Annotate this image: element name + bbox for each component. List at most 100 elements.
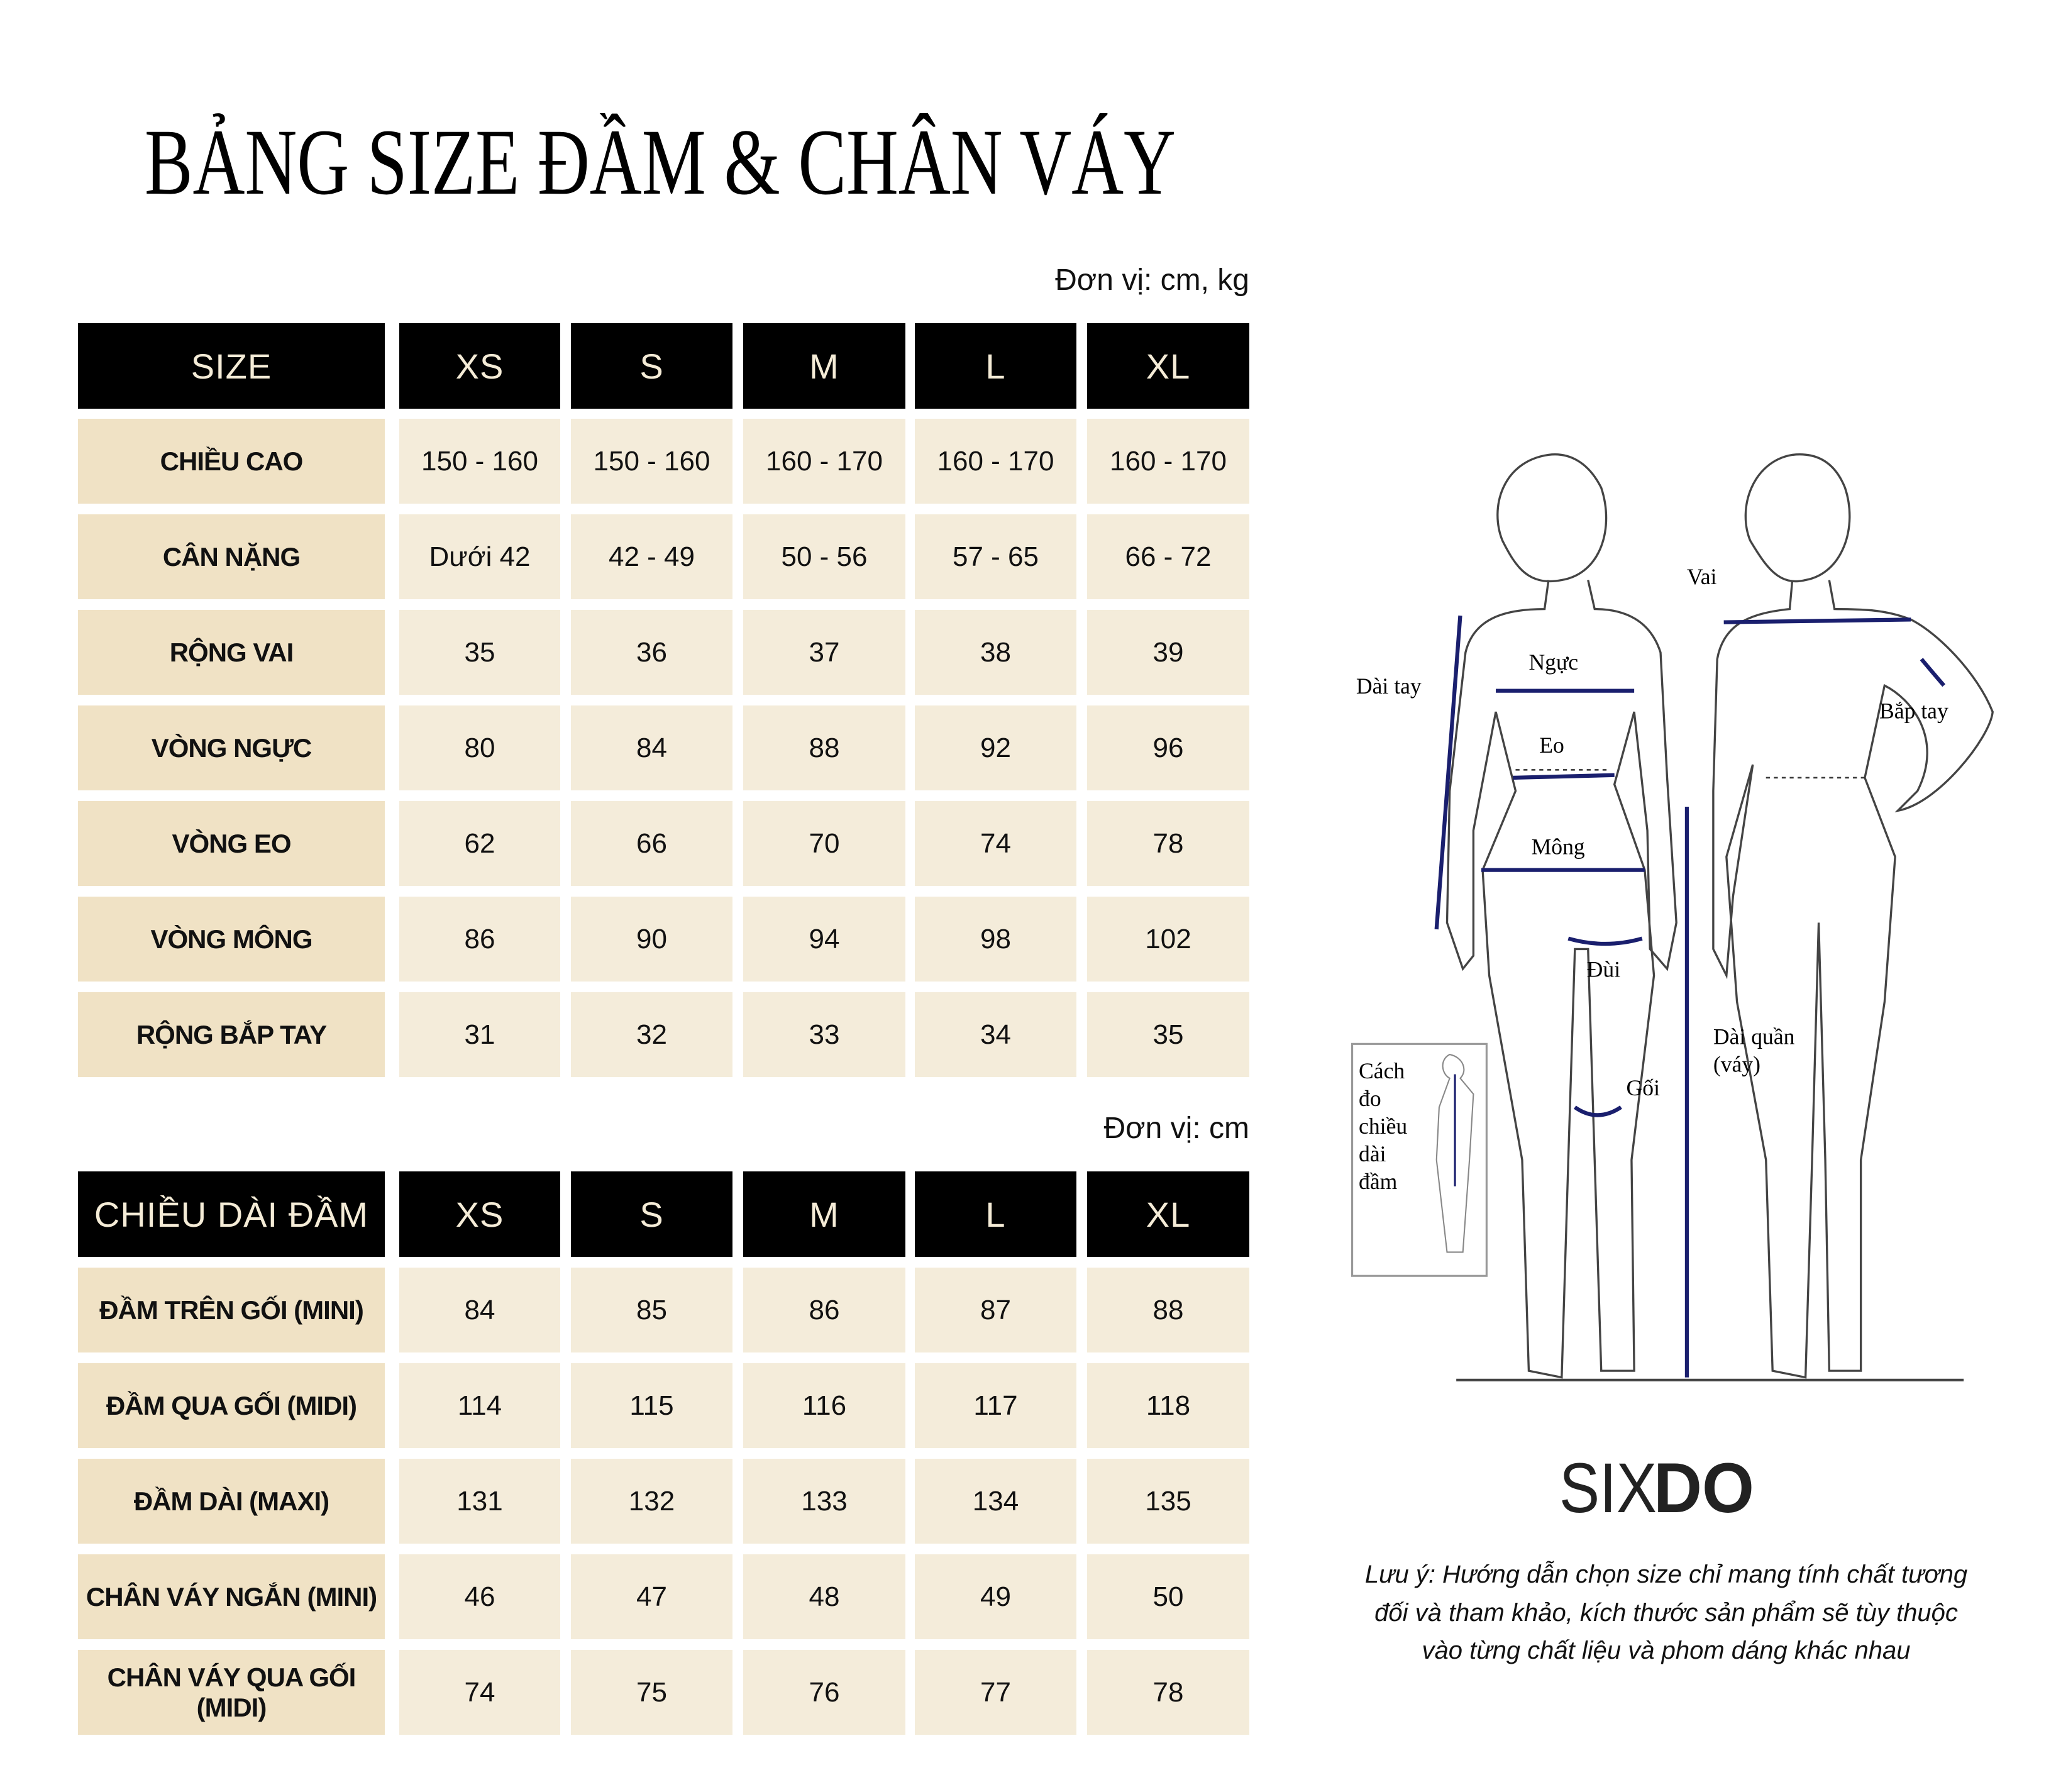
- table-cell: 49: [915, 1554, 1076, 1639]
- header-label: SIZE: [78, 323, 385, 409]
- header-size-s: S: [571, 323, 732, 409]
- sixdo-logo: SIX DO: [1559, 1452, 1754, 1522]
- table-cell: 160 - 170: [1087, 419, 1249, 504]
- row-label: RỘNG VAI: [78, 610, 385, 695]
- note-line-1: Lưu ý: Hướng dẫn chọn size chỉ mang tính…: [1364, 1561, 1968, 1588]
- table-cell: 84: [571, 705, 732, 790]
- table-cell: 118: [1087, 1363, 1249, 1448]
- table-cell: 160 - 170: [915, 419, 1076, 504]
- table-cell: 57 - 65: [915, 514, 1076, 599]
- measurement-lines: [1434, 615, 1946, 1378]
- table-cell: 134: [915, 1459, 1076, 1544]
- table-cell: 74: [915, 801, 1076, 886]
- row-label: CHIỀU CAO: [78, 419, 385, 504]
- row-label: RỘNG BẮP TAY: [78, 992, 385, 1077]
- table-cell: 85: [571, 1268, 732, 1352]
- label-dui: Đùi: [1587, 956, 1621, 982]
- table-cell: 75: [571, 1650, 732, 1735]
- table-cell: 150 - 160: [399, 419, 560, 504]
- label-eo: Eo: [1539, 733, 1564, 758]
- header-size-l: L: [915, 323, 1076, 409]
- table-cell: 80: [399, 705, 560, 790]
- table-cell: 66 - 72: [1087, 514, 1249, 599]
- header-size-m: M: [743, 1171, 905, 1257]
- table-cell: 66: [571, 801, 732, 886]
- table-cell: 160 - 170: [743, 419, 905, 504]
- table-cell: 50: [1087, 1554, 1249, 1639]
- row-label: CHÂN VÁY QUA GỐI (MIDI): [78, 1650, 385, 1735]
- unit-label-1: Đơn vị: cm, kg: [1055, 263, 1249, 297]
- label-nguc: Ngực: [1528, 650, 1578, 675]
- table-cell: 70: [743, 801, 905, 886]
- row-label: VÒNG NGỰC: [78, 705, 385, 790]
- table-cell: 84: [399, 1268, 560, 1352]
- header-label: CHIỀU DÀI ĐẦM: [78, 1171, 385, 1257]
- row-label: CÂN NẶNG: [78, 514, 385, 599]
- header-size-xs: XS: [399, 323, 560, 409]
- table-cell: 114: [399, 1363, 560, 1448]
- label-dai-quan-vay: (váy): [1713, 1051, 1760, 1076]
- svg-text:DO: DO: [1654, 1452, 1754, 1522]
- table-cell: 34: [915, 992, 1076, 1077]
- row-label: VÒNG MÔNG: [78, 897, 385, 982]
- table-cell: 50 - 56: [743, 514, 905, 599]
- page-title-text: BẢNG SIZE ĐẦM & CHÂN VÁY: [145, 113, 1176, 207]
- header-size-xl: XL: [1087, 323, 1249, 409]
- table-cell: 78: [1087, 1650, 1249, 1735]
- label-dai-quan: Dài quần: [1713, 1024, 1795, 1049]
- table-cell: 94: [743, 897, 905, 982]
- row-label: ĐẦM DÀI (MAXI): [78, 1459, 385, 1544]
- unit-label-2: Đơn vị: cm: [1103, 1112, 1250, 1145]
- table-cell: 117: [915, 1363, 1076, 1448]
- table-cell: 86: [399, 897, 560, 982]
- header-size-l: L: [915, 1171, 1076, 1257]
- table-cell: 48: [743, 1554, 905, 1639]
- label-mong: Mông: [1532, 834, 1585, 859]
- table-cell: 150 - 160: [571, 419, 732, 504]
- header-size-s: S: [571, 1171, 732, 1257]
- table-cell: 86: [743, 1268, 905, 1352]
- table-cell: 132: [571, 1459, 732, 1544]
- table-cell: 78: [1087, 801, 1249, 886]
- front-figure: [1445, 453, 1677, 1379]
- table-cell: 131: [399, 1459, 560, 1544]
- label-bap-tay: Bắp tay: [1879, 699, 1948, 724]
- inset-dress-length-guide: Cách đo chiều dài đầm: [1351, 1043, 1488, 1277]
- svg-text:SIX: SIX: [1559, 1452, 1657, 1522]
- table-cell: 76: [743, 1650, 905, 1735]
- table-cell: 35: [399, 610, 560, 695]
- table-cell: 77: [915, 1650, 1076, 1735]
- table-cell: 33: [743, 992, 905, 1077]
- table-cell: Dưới 42: [399, 514, 560, 599]
- table-cell: 42 - 49: [571, 514, 732, 599]
- row-label: VÒNG EO: [78, 801, 385, 886]
- table-cell: 96: [1087, 705, 1249, 790]
- inset-label-5: đầm: [1359, 1169, 1398, 1194]
- table-cell: 47: [571, 1554, 732, 1639]
- note-line-3: vào từng chất liệu và phom dáng khác nha…: [1422, 1637, 1911, 1664]
- table-cell: 37: [743, 610, 905, 695]
- table-cell: 135: [1087, 1459, 1249, 1544]
- table-cell: 87: [915, 1268, 1076, 1352]
- table-cell: 32: [571, 992, 732, 1077]
- table-cell: 74: [399, 1650, 560, 1735]
- table-cell: 92: [915, 705, 1076, 790]
- back-figure: [1712, 453, 1994, 1379]
- table-cell: 115: [571, 1363, 732, 1448]
- table-cell: 36: [571, 610, 732, 695]
- table-cell: 102: [1087, 897, 1249, 982]
- row-label: ĐẦM TRÊN GỐI (MINI): [78, 1268, 385, 1352]
- table-cell: 90: [571, 897, 732, 982]
- table-cell: 133: [743, 1459, 905, 1544]
- table-cell: 88: [743, 705, 905, 790]
- header-size-xs: XS: [399, 1171, 560, 1257]
- header-size-m: M: [743, 323, 905, 409]
- inset-label-1: Cách: [1359, 1058, 1405, 1083]
- inset-label-4: dài: [1359, 1141, 1386, 1166]
- inset-label-3: chiều: [1359, 1114, 1407, 1139]
- header-size-xl: XL: [1087, 1171, 1249, 1257]
- label-dai-tay: Dài tay: [1356, 673, 1422, 699]
- body-measurement-illustration: Vai Ngực Dài tay Bắp tay Eo Mông Đùi Gối…: [1351, 453, 1994, 1381]
- table-cell: 116: [743, 1363, 905, 1448]
- table-cell: 35: [1087, 992, 1249, 1077]
